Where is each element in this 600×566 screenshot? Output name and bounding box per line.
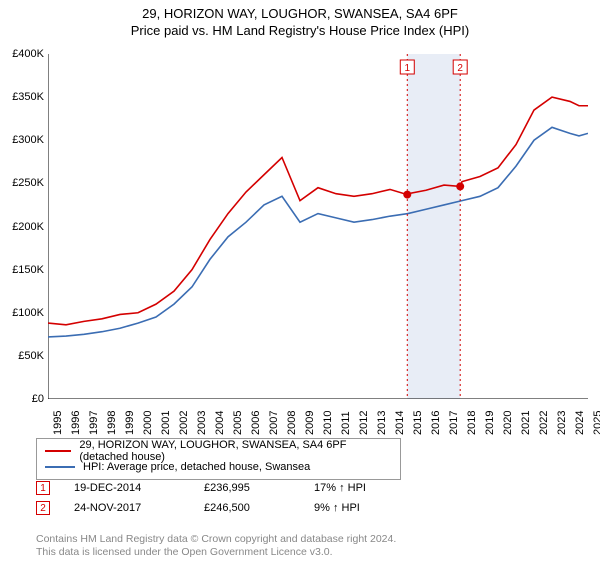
sales-table: 1 19-DEC-2014£236,99517% ↑ HPI 2 24-NOV-201… — [36, 478, 414, 518]
sale-date: 19-DEC-2014 — [74, 482, 204, 494]
y-axis-label: £150K — [0, 264, 44, 276]
chart-title: 29, HORIZON WAY, LOUGHOR, SWANSEA, SA4 6… — [0, 6, 600, 21]
y-axis-label: £200K — [0, 221, 44, 233]
legend-swatch — [45, 450, 71, 452]
sale-hpi-diff: 9% ↑ HPI — [314, 502, 414, 514]
svg-text:2: 2 — [457, 63, 463, 74]
footer-line-1: Contains HM Land Registry data © Crown c… — [36, 533, 396, 547]
sale-date: 24-NOV-2017 — [74, 502, 204, 514]
legend: 29, HORIZON WAY, LOUGHOR, SWANSEA, SA4 6… — [36, 438, 401, 480]
svg-text:1: 1 — [404, 63, 410, 74]
y-axis-label: £100K — [0, 307, 44, 319]
legend-item: 29, HORIZON WAY, LOUGHOR, SWANSEA, SA4 6… — [45, 443, 392, 459]
legend-label: 29, HORIZON WAY, LOUGHOR, SWANSEA, SA4 6… — [79, 439, 392, 463]
sale-marker-icon: 2 — [36, 501, 50, 515]
y-axis-label: £0 — [0, 393, 44, 405]
chart-subtitle: Price paid vs. HM Land Registry's House … — [0, 23, 600, 38]
y-axis-label: £350K — [0, 91, 44, 103]
y-axis-label: £50K — [0, 350, 44, 362]
legend-label: HPI: Average price, detached house, Swan… — [83, 461, 310, 473]
legend-swatch — [45, 466, 75, 468]
chart-area: 12 £0£50K£100K£150K£200K£250K£300K£350K£… — [48, 54, 588, 399]
sale-row: 2 24-NOV-2017£246,5009% ↑ HPI — [36, 498, 414, 518]
sale-marker-icon: 1 — [36, 481, 50, 495]
footer-attribution: Contains HM Land Registry data © Crown c… — [36, 533, 396, 560]
chart-svg: 12 — [48, 54, 588, 399]
y-axis-label: £250K — [0, 177, 44, 189]
footer-line-2: This data is licensed under the Open Gov… — [36, 546, 396, 560]
sale-row: 1 19-DEC-2014£236,99517% ↑ HPI — [36, 478, 414, 498]
y-axis-label: £300K — [0, 134, 44, 146]
sale-price: £246,500 — [204, 502, 314, 514]
y-axis-label: £400K — [0, 48, 44, 60]
sale-price: £236,995 — [204, 482, 314, 494]
sale-hpi-diff: 17% ↑ HPI — [314, 482, 414, 494]
